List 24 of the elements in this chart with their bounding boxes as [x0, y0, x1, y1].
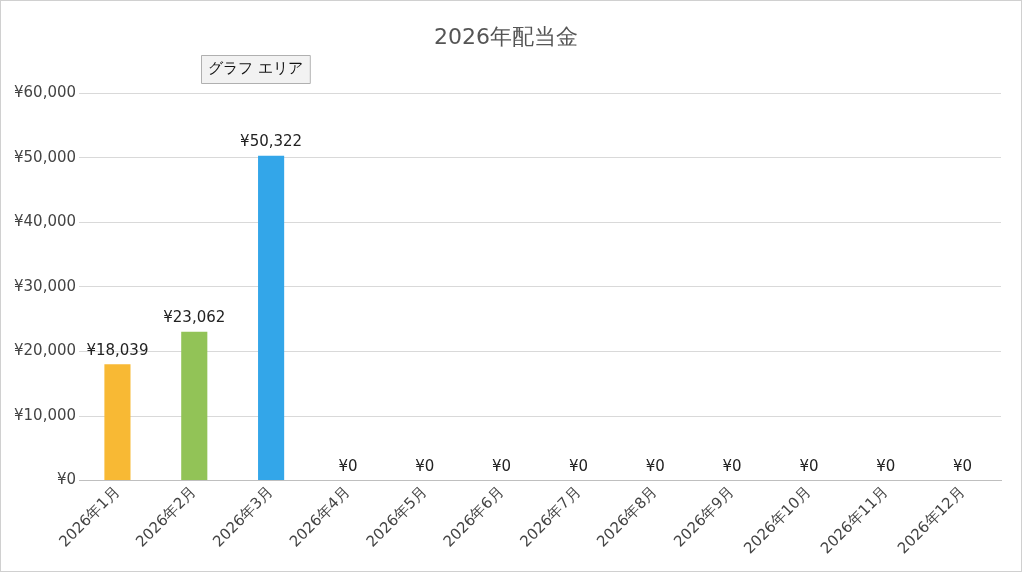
data-label: ¥50,322	[240, 132, 303, 151]
text: グラフ エリア	[208, 58, 303, 77]
data-label: ¥0	[338, 456, 358, 475]
data-label: ¥0	[876, 456, 896, 475]
y-tick-label: ¥30,000	[14, 276, 77, 295]
data-label: ¥0	[953, 456, 973, 475]
data-label: ¥0	[645, 456, 665, 475]
data-label: ¥0	[722, 456, 742, 475]
data-label: ¥18,039	[86, 340, 149, 359]
y-tick-label: ¥20,000	[14, 341, 77, 360]
bar	[104, 364, 131, 481]
bar	[181, 331, 208, 481]
y-tick-label: ¥60,000	[14, 83, 77, 102]
y-tick-label: ¥40,000	[14, 212, 77, 231]
data-label: ¥0	[492, 456, 512, 475]
y-tick-label: ¥50,000	[14, 147, 77, 166]
y-tick-label: ¥0	[56, 470, 77, 489]
bar	[258, 155, 285, 481]
data-label: ¥23,062	[163, 308, 226, 327]
data-label: ¥0	[799, 456, 819, 475]
chart-title: 2026年配当金	[434, 23, 578, 49]
data-label: ¥0	[568, 456, 588, 475]
data-label: ¥0	[415, 456, 435, 475]
y-tick-label: ¥10,000	[14, 405, 77, 424]
